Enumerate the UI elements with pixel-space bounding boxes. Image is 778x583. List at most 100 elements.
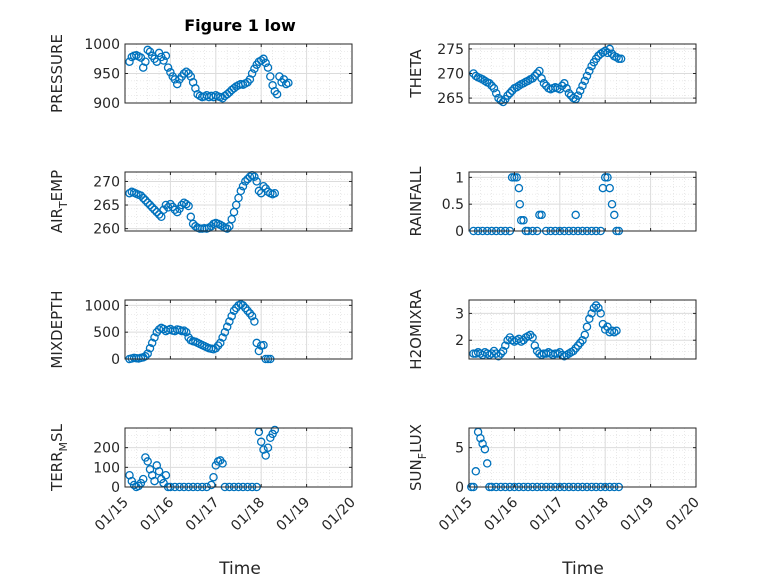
data-point bbox=[141, 57, 150, 66]
axes-box bbox=[468, 299, 697, 360]
y-tick-label: 2 bbox=[455, 333, 464, 349]
y-tick-label: 1000 bbox=[84, 298, 120, 314]
y-axis-label: SUNFLUX bbox=[407, 424, 429, 491]
data-point bbox=[480, 76, 490, 86]
data-point bbox=[159, 205, 168, 215]
subplot-pressure: 900 950 1000 PRESSURE bbox=[48, 34, 353, 113]
data-point bbox=[241, 303, 250, 313]
x-tick-label: 01/18 bbox=[572, 495, 612, 535]
data-point bbox=[519, 216, 528, 225]
y-tick-label: 0 bbox=[111, 352, 120, 368]
subplot-air: 260 265 270 AIRTEMP bbox=[48, 170, 353, 238]
data-point bbox=[539, 79, 549, 88]
data-point bbox=[136, 191, 146, 200]
data-point bbox=[238, 301, 248, 310]
data-point bbox=[478, 439, 487, 448]
data-point bbox=[585, 66, 594, 76]
data-point bbox=[263, 63, 273, 72]
y-axis-label: MIXDEPTH bbox=[48, 290, 66, 368]
data-point bbox=[154, 48, 164, 58]
data-point bbox=[496, 96, 506, 105]
data-point bbox=[166, 68, 175, 77]
subplot-terr: 0 100 200 TERRMSL 01/15 01/16 01/17 01/18 01/19 0… bbox=[48, 423, 359, 534]
data-point bbox=[252, 177, 261, 186]
x-tick-label: 01/15 bbox=[436, 495, 476, 535]
data-point bbox=[507, 173, 517, 182]
data-point bbox=[179, 69, 189, 78]
data-point bbox=[537, 74, 546, 83]
data-point bbox=[261, 58, 270, 68]
data-point bbox=[256, 437, 266, 447]
data-point bbox=[585, 314, 594, 324]
data-point bbox=[605, 44, 614, 54]
data-point bbox=[270, 425, 280, 435]
data-point bbox=[578, 81, 587, 91]
data-point bbox=[182, 199, 191, 209]
data-point bbox=[154, 210, 164, 219]
data-point bbox=[532, 69, 542, 78]
axes-box bbox=[124, 299, 353, 360]
data-point bbox=[471, 467, 481, 476]
data-point bbox=[179, 326, 189, 335]
data-point bbox=[612, 326, 621, 336]
data-point bbox=[138, 474, 148, 484]
data-point bbox=[600, 46, 610, 56]
data-point bbox=[598, 48, 608, 57]
data-point bbox=[496, 349, 506, 358]
data-point bbox=[614, 54, 624, 64]
data-point bbox=[159, 56, 168, 65]
data-point bbox=[172, 79, 182, 89]
subplot-mixdepth: 0 500 1000 MIXDEPTH bbox=[48, 290, 353, 369]
data-point bbox=[575, 86, 585, 95]
data-point bbox=[259, 181, 268, 191]
data-point bbox=[569, 346, 578, 356]
subplot-h2omixra: 2 3 H2OMIXRA bbox=[407, 289, 697, 370]
data-point bbox=[616, 54, 626, 64]
y-tick-label: 0 bbox=[111, 480, 120, 496]
y-tick-label: 0.5 bbox=[442, 197, 464, 213]
data-point bbox=[564, 88, 574, 98]
y-tick-label: 0 bbox=[455, 480, 464, 496]
data-point bbox=[515, 199, 525, 209]
data-point bbox=[170, 205, 180, 215]
data-point bbox=[220, 327, 230, 337]
data-point bbox=[138, 193, 148, 203]
y-tick-label: 265 bbox=[93, 198, 120, 214]
data-point bbox=[571, 344, 580, 353]
data-point bbox=[218, 333, 227, 342]
data-point bbox=[247, 311, 257, 321]
data-point bbox=[241, 177, 250, 186]
data-point bbox=[580, 330, 590, 340]
data-point bbox=[259, 340, 268, 350]
data-point bbox=[578, 335, 587, 345]
y-tick-label: 270 bbox=[437, 67, 464, 83]
axes-box bbox=[124, 427, 353, 488]
data-point bbox=[494, 352, 503, 361]
figure-title: Figure 1 low bbox=[184, 16, 296, 35]
data-point bbox=[261, 451, 270, 460]
data-point bbox=[145, 47, 155, 56]
x-tick-label: 01/17 bbox=[183, 495, 223, 535]
data-point bbox=[501, 341, 510, 350]
data-point bbox=[247, 69, 257, 78]
data-point bbox=[516, 216, 526, 225]
data-point bbox=[218, 459, 227, 468]
data-point bbox=[222, 322, 232, 332]
y-axis-label: H2OMIXRA bbox=[407, 289, 425, 370]
data-point bbox=[610, 210, 619, 220]
data-point bbox=[143, 45, 152, 55]
data-point bbox=[245, 172, 255, 181]
y-tick-label: 500 bbox=[93, 325, 120, 341]
data-point bbox=[491, 88, 501, 98]
data-point bbox=[591, 301, 601, 310]
data-point bbox=[263, 443, 273, 452]
data-point bbox=[523, 76, 533, 86]
x-tick-label: 01/20 bbox=[319, 495, 359, 535]
data-point bbox=[528, 74, 537, 83]
data-point bbox=[254, 346, 264, 356]
data-point bbox=[182, 327, 191, 337]
x-tick-label: 01/19 bbox=[274, 495, 314, 535]
data-point bbox=[487, 81, 496, 91]
y-tick-label: 260 bbox=[93, 222, 120, 238]
